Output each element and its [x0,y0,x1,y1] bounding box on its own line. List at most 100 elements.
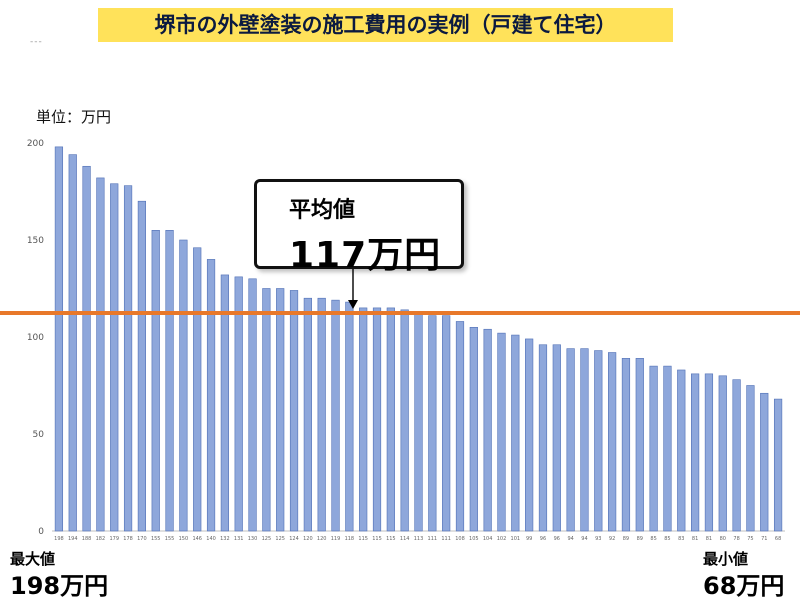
bar [580,348,589,532]
x-tick-label: 68 [775,536,781,542]
bar [691,373,700,532]
x-tick-label: 93 [595,536,601,542]
bar [345,301,354,532]
x-tick-label: 111 [428,536,438,542]
bar [732,379,741,532]
bar [469,326,478,532]
x-tick-label: 89 [623,536,629,542]
bar [276,288,285,532]
bar [82,165,91,532]
y-tick-label: 50 [33,430,45,440]
bar [428,315,437,532]
x-tick-label: 89 [637,536,643,542]
x-tick-label: 120 [317,536,327,542]
x-tick-label: 94 [581,536,587,542]
x-tick-label: 150 [179,536,189,542]
average-callout: 平均値 117万円 [254,179,464,276]
x-tick-label: 71 [761,536,767,542]
bar [151,230,160,532]
bar [760,392,769,532]
bar [372,307,382,532]
x-tick-label: 115 [358,536,368,542]
bar [635,358,644,532]
bar [123,185,133,532]
average-label: 平均値 [289,198,356,223]
bar [455,321,465,532]
bar [359,307,368,532]
max-label: 最大値 [10,550,56,568]
x-tick-label: 146 [192,536,202,542]
x-tick-label: 96 [540,536,546,542]
x-tick-label: 104 [483,536,493,542]
x-tick-label: 81 [692,536,698,542]
bar [137,200,146,532]
bar [179,239,188,532]
x-tick-label: 99 [526,536,532,542]
x-tick-label: 115 [386,536,396,542]
bar [110,183,119,532]
x-tick-label: 131 [234,536,244,542]
bar [206,259,216,532]
x-tick-label: 115 [372,536,382,542]
x-tick-label: 92 [609,536,615,542]
min-label: 最小値 [703,550,749,568]
x-tick-label: 108 [455,536,465,542]
bar [54,146,64,532]
bar [773,398,783,532]
x-tick-label: 111 [441,536,451,542]
x-tick-label: 102 [497,536,507,542]
bar [566,348,575,532]
x-tick-label: 85 [650,536,656,542]
max-value: 198万円 [10,572,109,600]
y-tick-label: 150 [27,236,44,246]
bar [511,334,520,532]
bar [525,338,534,532]
y-tick-label: 0 [38,527,44,537]
x-tick-label: 96 [554,536,560,542]
x-tick-label: 113 [414,536,424,542]
chart-title: 堺市の外壁塗装の施工費用の実例（戸建て住宅） [154,13,617,37]
min-value: 68万円 [703,572,785,600]
x-tick-label: 83 [678,536,684,542]
bar [608,352,617,532]
y-tick-label: 200 [27,139,44,149]
x-tick-label: 132 [220,536,230,542]
bar [414,311,423,532]
bar [746,385,755,532]
average-value: 117万円 [289,235,442,276]
callout-pointer-arrowhead [348,300,358,309]
corner-marks: --- [30,37,43,47]
bar [621,358,631,532]
x-tick-label: 140 [206,536,216,542]
bar [317,297,326,532]
x-tick-label: 155 [151,536,161,542]
x-tick-label: 170 [137,536,147,542]
bar [594,350,603,532]
x-tick-label: 105 [469,536,479,542]
x-tick-label: 85 [664,536,670,542]
x-tick-label: 125 [262,536,272,542]
x-tick-label: 125 [275,536,285,542]
x-tick-label: 155 [165,536,175,542]
bar [400,309,409,532]
bar [234,276,243,532]
bar [442,315,451,532]
bar [248,278,257,532]
x-tick-label: 81 [706,536,712,542]
bar [303,297,312,532]
x-tick-label: 120 [303,536,313,542]
bar [718,375,727,532]
title-banner: 堺市の外壁塗装の施工費用の実例（戸建て住宅） [98,8,673,42]
bar [96,177,105,532]
bar [386,307,395,532]
x-tick-label: 114 [400,536,410,542]
x-tick-label: 124 [289,536,299,542]
bar [649,365,658,532]
x-tick-label: 119 [331,536,341,542]
x-tick-label: 188 [82,536,92,542]
y-tick-label: 100 [27,333,44,343]
bar [552,344,561,532]
bar [289,290,299,532]
x-tick-label: 198 [54,536,64,542]
